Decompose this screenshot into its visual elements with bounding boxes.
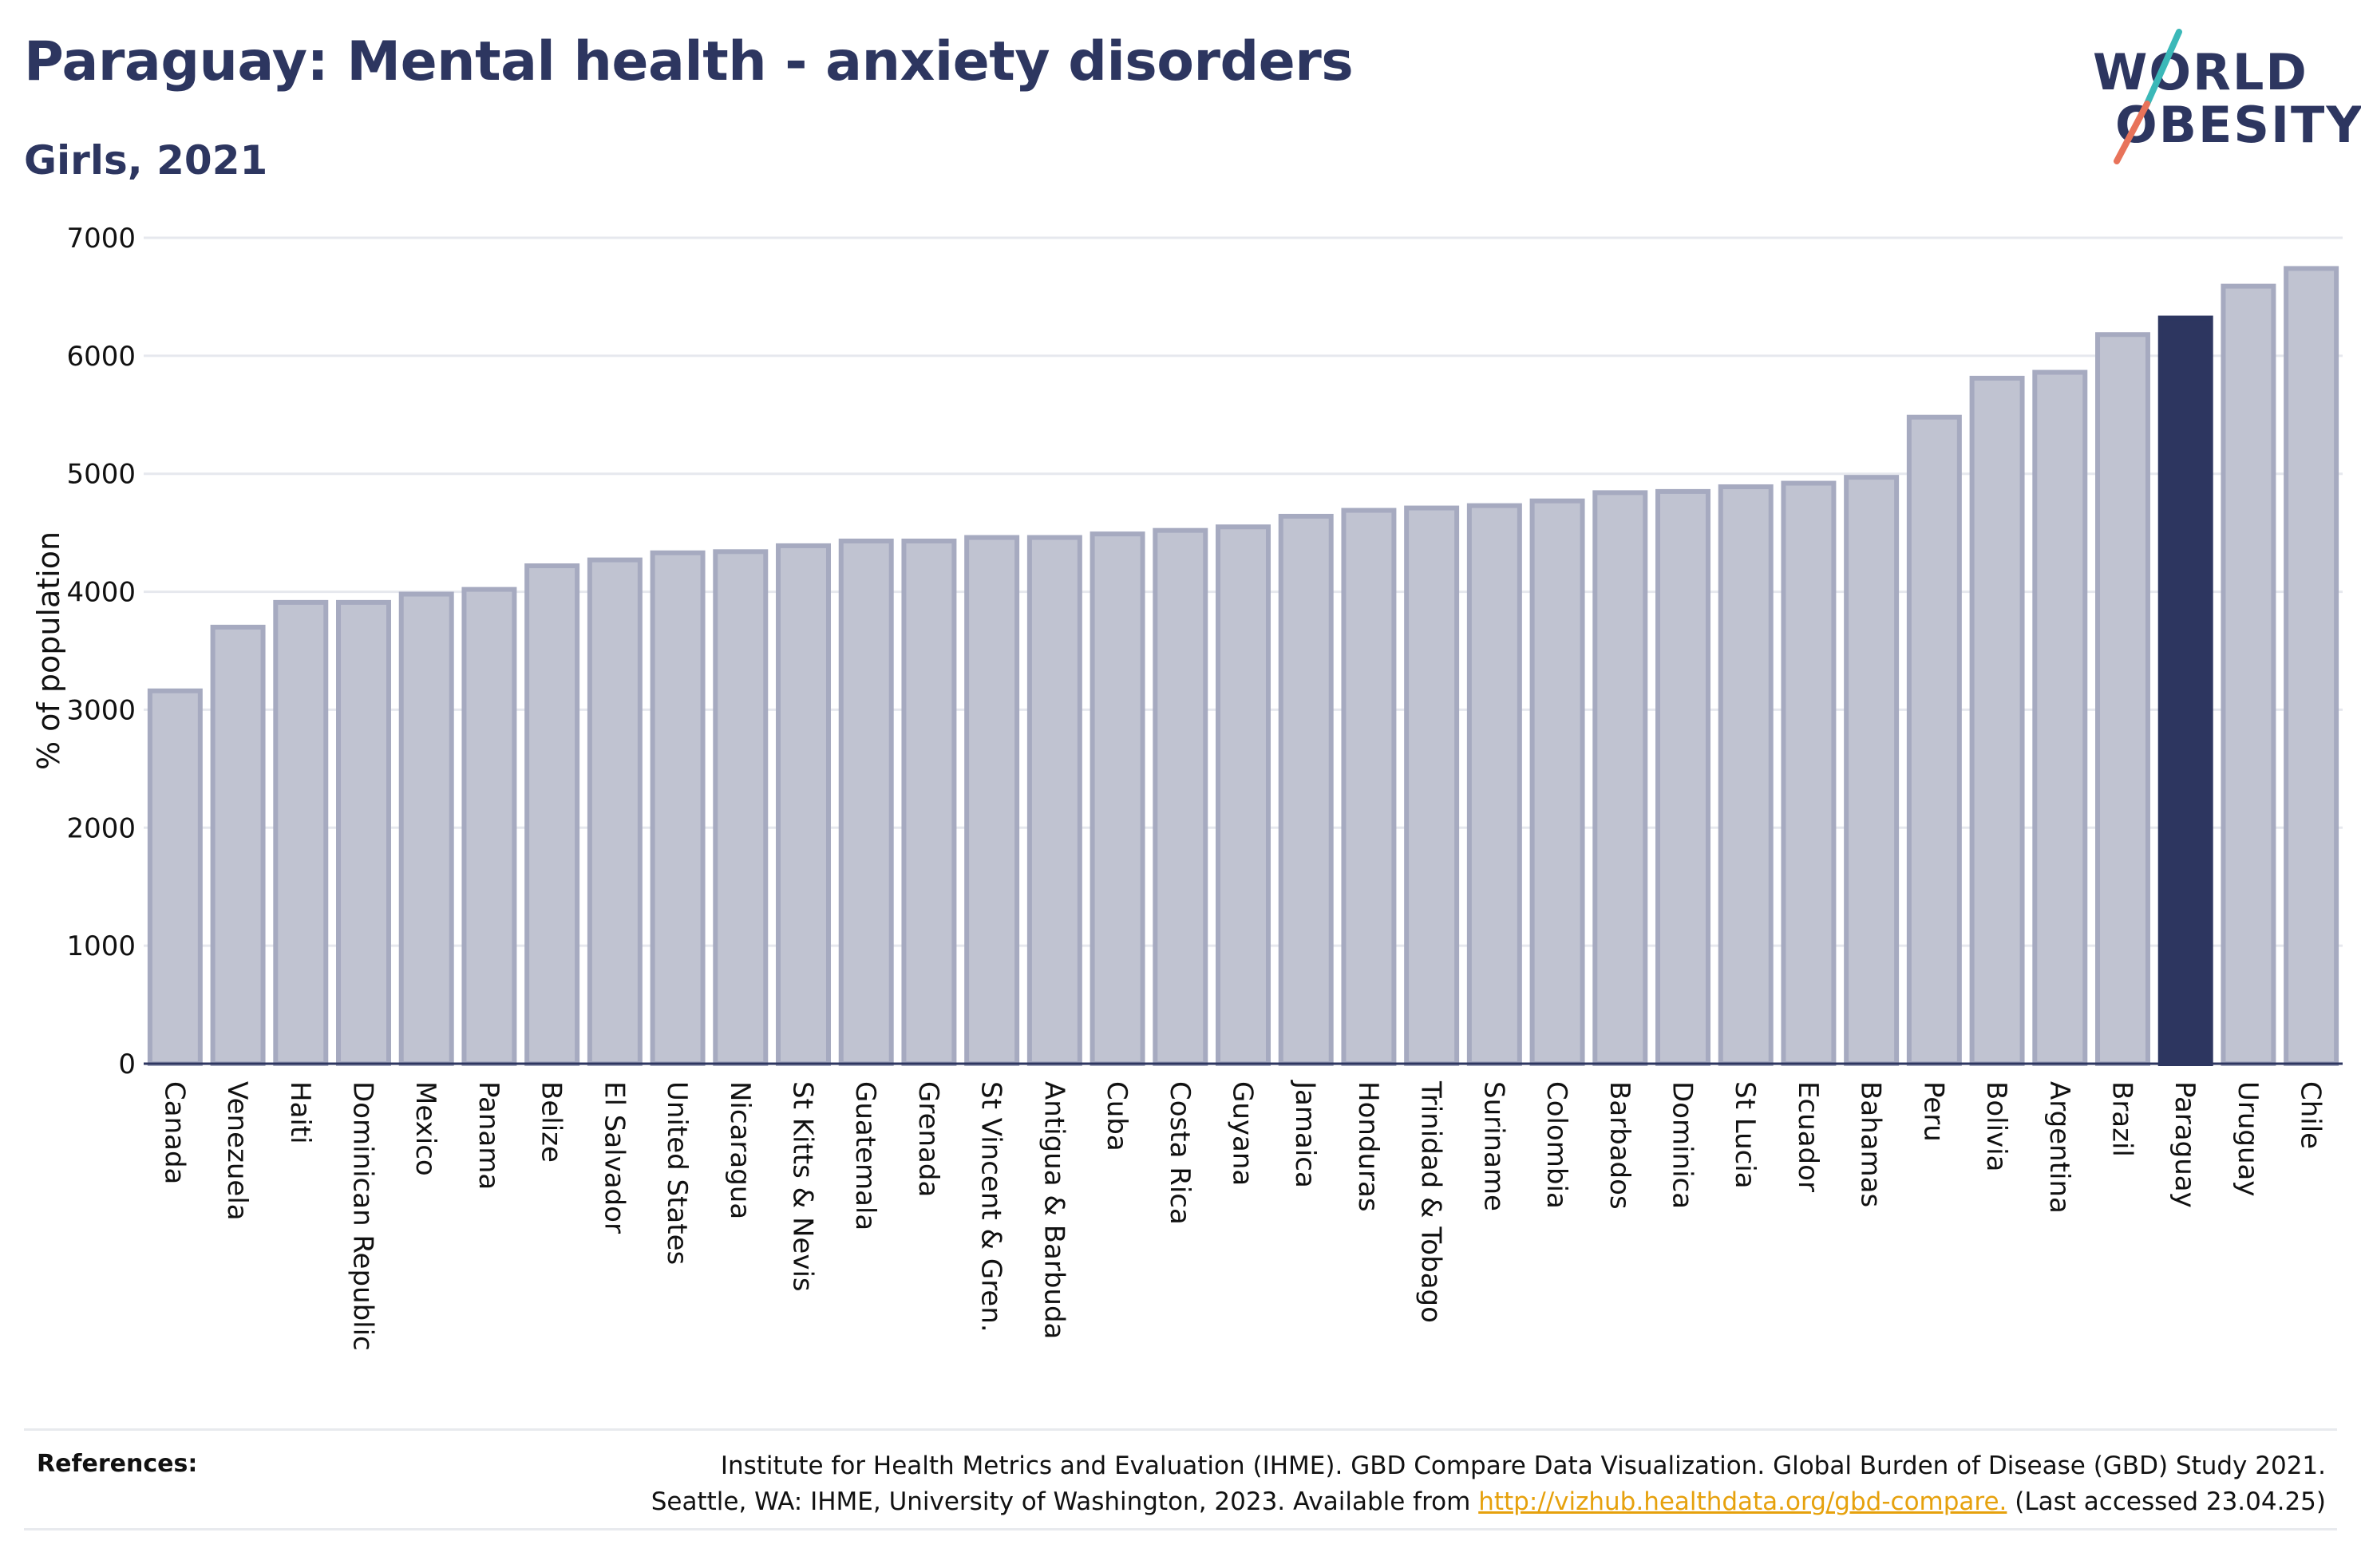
x-tick-label: Antigua & Barbuda [1038, 1081, 1070, 1339]
world-obesity-logo: WORLD OBESITY [2075, 24, 2361, 176]
y-tick-label: 3000 [66, 694, 136, 726]
bar-st-kitts-nevis [776, 543, 831, 1066]
x-tick-label: El Salvador [598, 1081, 630, 1234]
x-tick-label: Trinidad & Tobago [1415, 1080, 1447, 1323]
chart-title: Paraguay: Mental health - anxiety disord… [24, 30, 1354, 93]
x-tick-label: Brazil [2106, 1081, 2138, 1157]
x-tick-label: Dominica [1667, 1081, 1699, 1209]
reference-link[interactable]: http://vizhub.healthdata.org/gbd-compare… [1478, 1487, 2007, 1516]
x-tick-label: Uruguay [2232, 1081, 2264, 1197]
bar-ecuador [1781, 480, 1837, 1066]
bar-barbados [1592, 490, 1648, 1066]
reference-line-2: Seattle, WA: IHME, University of Washing… [651, 1484, 2326, 1520]
bar-costa-rica [1153, 527, 1208, 1066]
bar-dominican-republic [336, 599, 391, 1066]
bar-brazil [2095, 332, 2150, 1066]
x-tick-label: Guatemala [849, 1081, 881, 1230]
bar-st-vincent-gren- [964, 535, 1020, 1066]
bar-honduras [1341, 508, 1397, 1066]
x-tick-label: Bolivia [1980, 1081, 2012, 1171]
bar-belize [524, 563, 580, 1066]
x-tick-label: Ecuador [1792, 1081, 1824, 1192]
bar-bahamas [1844, 475, 1900, 1066]
y-tick-label: 6000 [66, 341, 136, 373]
y-tick-label: 0 [118, 1049, 136, 1080]
bar-el-salvador [587, 557, 643, 1066]
x-tick-label: Cuba [1101, 1081, 1133, 1151]
bar-canada [147, 688, 203, 1066]
bar-venezuela [210, 624, 266, 1066]
x-tick-label: Canada [158, 1081, 190, 1184]
x-tick-label: Nicaragua [724, 1081, 756, 1219]
y-tick-label: 7000 [66, 223, 136, 255]
bar-suriname [1466, 503, 1522, 1066]
x-tick-label: St Lucia [1729, 1081, 1761, 1189]
logo-slash-icon [2114, 29, 2182, 164]
bar-bolivia [1969, 375, 2025, 1066]
x-tick-label: Argentina [2043, 1081, 2075, 1214]
references-panel: References: Institute for Health Metrics… [24, 1428, 2337, 1530]
bar-colombia [1529, 498, 1585, 1066]
logo-word-2: OBESITY [2115, 96, 2361, 154]
references-label: References: [37, 1450, 198, 1478]
bar-st-lucia [1718, 484, 1774, 1066]
bar-dominica [1655, 488, 1710, 1066]
bar-chart: 0 1000 2000 3000 4000 5000 6000 7000 Canada Venez… [31, 223, 2343, 1351]
x-tick-label: Peru [1917, 1081, 1949, 1142]
y-axis-label: % of population [31, 531, 66, 770]
bar-guatemala [838, 538, 894, 1066]
bar-nicaragua [713, 549, 769, 1066]
x-tick-label: Chile [2295, 1081, 2327, 1149]
bar-jamaica [1278, 513, 1334, 1066]
y-tick-label: 4000 [66, 577, 136, 609]
x-tick-label: Paraguay [2169, 1081, 2201, 1208]
x-tick-label: Colombia [1540, 1081, 1572, 1209]
bar-guyana [1216, 524, 1271, 1066]
x-tick-label: Haiti [284, 1081, 316, 1144]
bar-grenada [901, 538, 957, 1066]
bar-haiti [273, 599, 329, 1066]
x-tick-label: Bahamas [1855, 1081, 1887, 1207]
y-tick-label: 2000 [66, 812, 136, 844]
x-tick-label: Costa Rica [1164, 1081, 1196, 1225]
x-tick-label: Mexico [409, 1081, 441, 1176]
x-tick-label: Suriname [1477, 1081, 1509, 1211]
x-tick-label: Venezuela [221, 1081, 253, 1221]
bar-peru [1906, 414, 1962, 1066]
x-tick-label: Honduras [1352, 1081, 1384, 1212]
x-tick-label: Dominican Republic [347, 1081, 379, 1351]
reference-line-1: Institute for Health Metrics and Evaluat… [720, 1451, 2326, 1480]
x-tick-label: Belize [536, 1081, 568, 1163]
y-tick-label: 1000 [66, 930, 136, 962]
x-tick-label: Panama [473, 1081, 504, 1190]
x-tick-label: Grenada [912, 1081, 944, 1197]
x-tick-label: Jamaica [1289, 1080, 1321, 1188]
bar-paraguay [2157, 315, 2213, 1066]
logo-word-1: WORLD [2093, 43, 2308, 101]
chart-subtitle: Girls, 2021 [24, 137, 268, 184]
reference-line-2-prefix: Seattle, WA: IHME, University of Washing… [651, 1487, 1479, 1516]
bar-uruguay [2221, 283, 2276, 1067]
bar-panama [461, 587, 517, 1066]
bar-cuba [1090, 531, 1145, 1066]
y-tick-label: 5000 [66, 459, 136, 491]
x-tick-label: United States [661, 1081, 693, 1265]
bar-united-states [650, 550, 706, 1066]
bar-mexico [398, 591, 454, 1066]
bar-chile [2284, 266, 2339, 1066]
x-tick-label: Guyana [1227, 1081, 1259, 1186]
x-tick-label: Barbados [1604, 1081, 1635, 1210]
x-tick-label: St Vincent & Gren. [975, 1081, 1007, 1333]
reference-line-2-suffix: (Last accessed 23.04.25) [2007, 1487, 2326, 1516]
x-tick-label: St Kitts & Nevis [787, 1081, 819, 1292]
bar-antigua-barbuda [1026, 535, 1082, 1066]
bar-argentina [2032, 369, 2088, 1066]
bar-trinidad-tobago [1404, 505, 1460, 1066]
references-text: Institute for Health Metrics and Evaluat… [651, 1448, 2326, 1520]
